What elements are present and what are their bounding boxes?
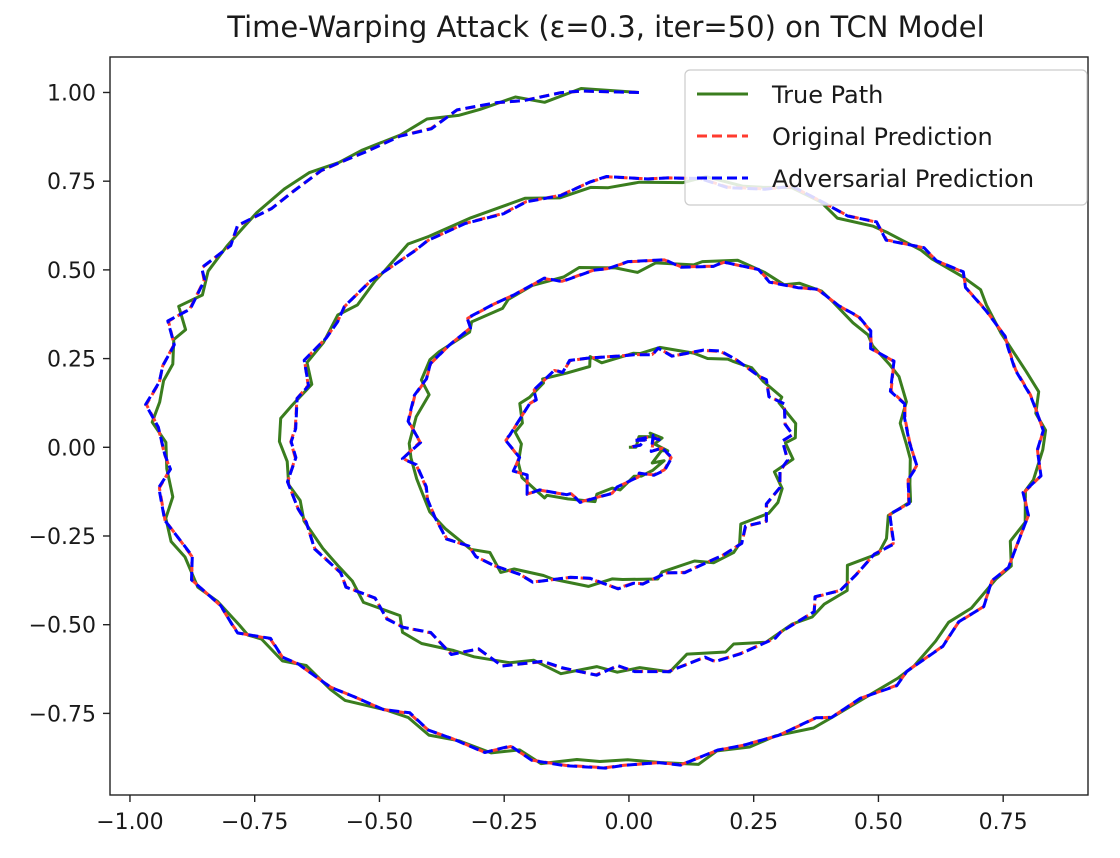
x-tick-label: −0.50: [346, 810, 413, 835]
legend: True Path Original Prediction Adversaria…: [684, 69, 1088, 206]
y-tick-label: 0.75: [47, 170, 96, 195]
chart-title: Time-Warping Attack (ε=0.3, iter=50) on …: [226, 10, 984, 44]
y-tick-label: 0.00: [47, 436, 96, 461]
x-tick-label: 0.00: [604, 810, 653, 835]
legend-adversarial-prediction-label: Adversarial Prediction: [772, 165, 1034, 193]
y-tick-label: 0.50: [47, 259, 96, 284]
series-adversarial-prediction-line: [144, 89, 1045, 770]
y-tick-label: −0.25: [29, 525, 96, 550]
x-tick-label: −1.00: [96, 810, 163, 835]
legend-true-path-label: True Path: [771, 81, 883, 109]
ticks-layer: −1.00 −0.75 −0.50 −0.25 0.00 0.25 0.50 0.75 −0.7…: [29, 81, 1028, 835]
x-tick-label: 0.50: [854, 810, 903, 835]
y-tick-label: −0.75: [29, 702, 96, 727]
x-tick-label: 0.75: [979, 810, 1028, 835]
y-tick-label: 0.25: [47, 348, 96, 373]
legend-original-prediction-label: Original Prediction: [772, 123, 993, 151]
x-tick-label: −0.75: [221, 810, 288, 835]
x-tick-label: 0.25: [729, 810, 778, 835]
legend-box: [684, 69, 1088, 206]
y-tick-label: −0.50: [29, 614, 96, 639]
y-tick-label: 1.00: [47, 81, 96, 106]
x-tick-label: −0.25: [470, 810, 537, 835]
series-layer: [144, 87, 1048, 770]
